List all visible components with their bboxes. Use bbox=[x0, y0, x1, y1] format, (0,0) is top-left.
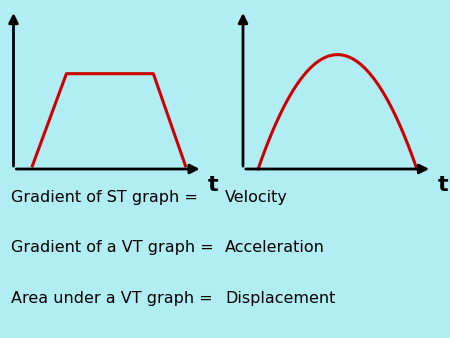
Text: v: v bbox=[236, 0, 250, 4]
Text: Velocity: Velocity bbox=[225, 190, 288, 205]
Text: Displacement: Displacement bbox=[225, 291, 335, 306]
Text: t: t bbox=[438, 175, 448, 195]
Text: Acceleration: Acceleration bbox=[225, 240, 325, 255]
Text: Gradient of a VT graph =: Gradient of a VT graph = bbox=[11, 240, 214, 255]
Text: Area under a VT graph =: Area under a VT graph = bbox=[11, 291, 213, 306]
Text: S: S bbox=[5, 0, 22, 4]
Text: Gradient of ST graph =: Gradient of ST graph = bbox=[11, 190, 198, 205]
Text: t: t bbox=[208, 175, 219, 195]
